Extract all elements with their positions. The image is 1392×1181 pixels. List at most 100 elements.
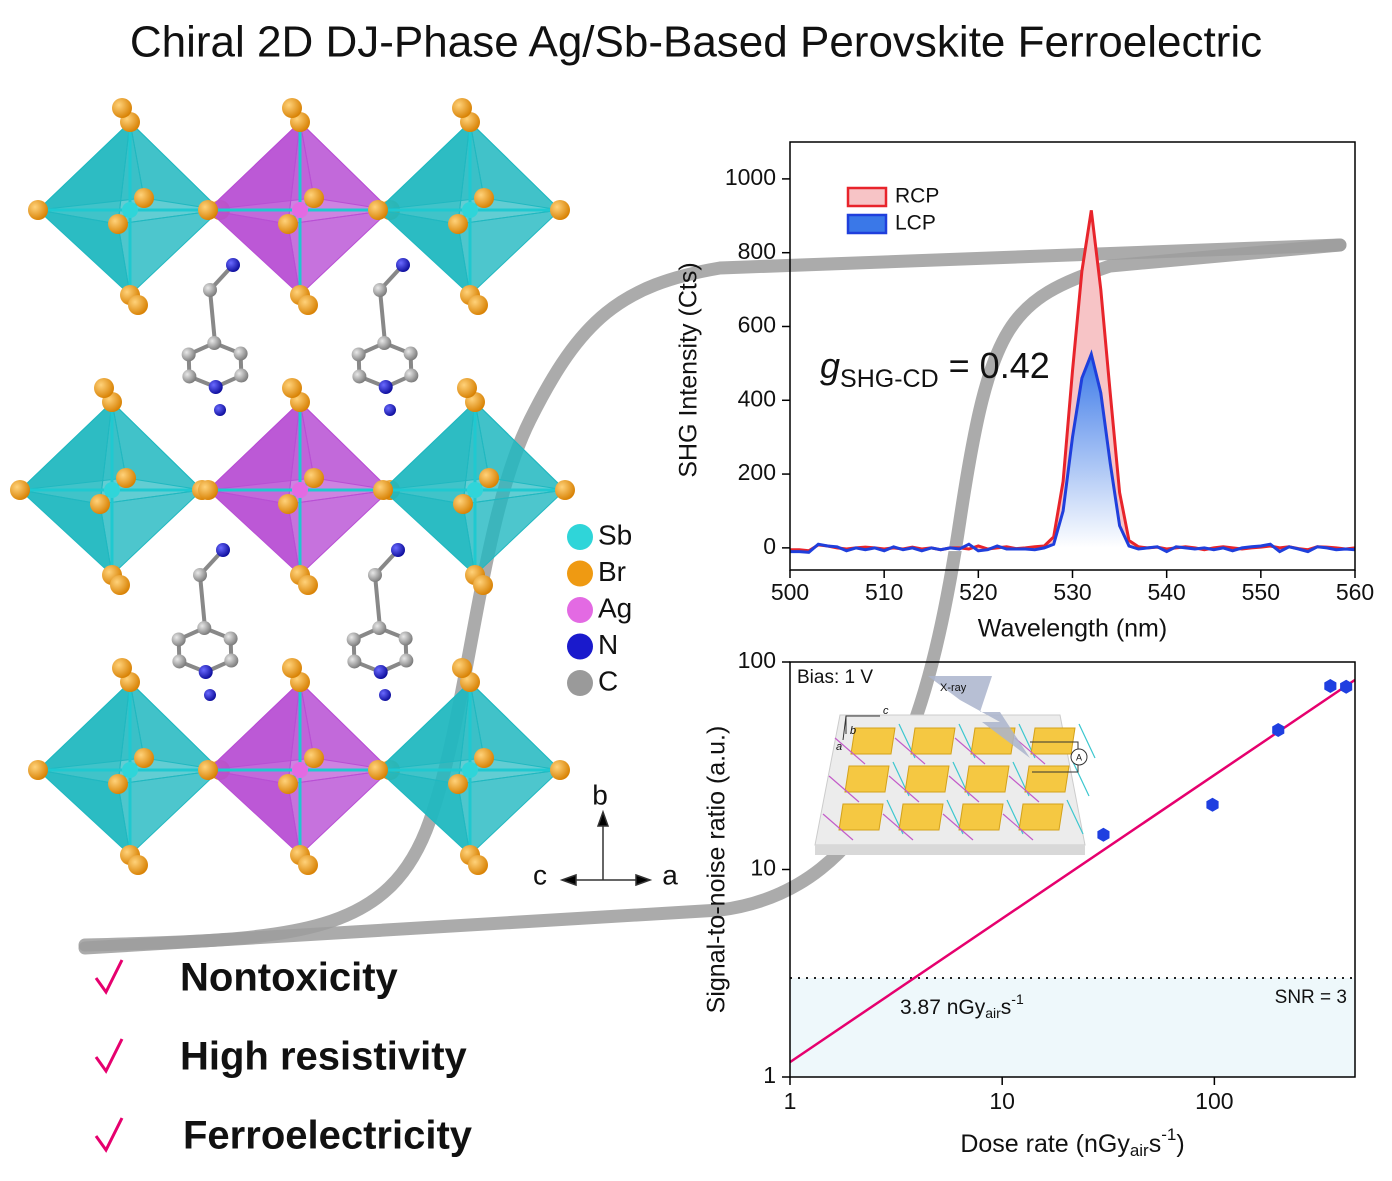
br-atom — [304, 468, 324, 488]
octahedron-face — [36, 680, 145, 771]
annotation-text: = 0.42 — [949, 345, 1050, 386]
x-tick-label: 560 — [1336, 579, 1374, 605]
metal-atom — [467, 482, 483, 498]
bond-line — [834, 737, 866, 765]
atom — [373, 283, 387, 297]
atom — [351, 347, 366, 362]
inset-label: c — [883, 705, 889, 717]
legend-atom — [567, 670, 593, 696]
atom — [399, 653, 414, 668]
br-atom — [108, 214, 128, 234]
legend-atom — [567, 560, 593, 587]
atom — [368, 568, 382, 582]
octahedron-face — [287, 769, 392, 857]
legend-label: C — [598, 665, 618, 696]
x-axis-label: Wavelength (nm) — [978, 615, 1167, 643]
br-atom — [474, 748, 494, 768]
arrow-head — [596, 809, 610, 827]
metal-atom — [122, 202, 138, 218]
octahedron-tile — [958, 803, 1004, 831]
feature-text: High resistivity — [180, 1035, 468, 1079]
br-atom — [453, 494, 473, 514]
octahedron-tile — [1030, 727, 1076, 755]
br-atom — [128, 855, 148, 875]
atom — [404, 368, 419, 383]
axis-label: a — [662, 859, 678, 890]
bond-line — [828, 775, 860, 803]
octahedron-face — [376, 120, 485, 211]
atom — [226, 258, 240, 272]
y-tick-label: 400 — [738, 385, 776, 411]
feature-text: Ferroelectricity — [183, 1114, 473, 1158]
data-point — [1097, 827, 1110, 842]
x-label-sup: -1 — [1161, 1125, 1176, 1144]
octahedron-tile — [964, 765, 1010, 793]
metal-atom — [292, 482, 308, 498]
octahedron-face — [117, 769, 222, 857]
x-label-text: Dose rate (nGy — [960, 1130, 1130, 1158]
octahedron-face — [287, 209, 392, 297]
atom — [234, 368, 249, 383]
br-atom — [198, 200, 218, 220]
bond-line — [942, 813, 974, 841]
atom — [203, 283, 217, 297]
br-atom — [278, 494, 298, 514]
octahedron-tile — [1024, 765, 1070, 793]
background-art — [78, 238, 1347, 955]
x-tick-label: 540 — [1147, 579, 1185, 605]
bond-line — [822, 813, 854, 841]
atom — [208, 379, 223, 394]
br-atom — [304, 188, 324, 208]
bond — [378, 289, 387, 344]
bond — [198, 574, 207, 629]
y-axis-label: SHG Intensity (Cts) — [675, 262, 703, 477]
br-atom — [134, 748, 154, 768]
atom — [214, 404, 226, 416]
bond-line — [1008, 775, 1040, 803]
inset-label: b — [850, 725, 856, 737]
br-atom — [112, 658, 132, 678]
br-atom — [278, 214, 298, 234]
annotation: gSHG-CD = 0.42 — [820, 345, 1050, 393]
br-atom — [112, 98, 132, 118]
br-atom — [468, 295, 488, 315]
br-atom — [282, 378, 302, 398]
octahedron-face — [206, 680, 315, 771]
br-atom — [474, 188, 494, 208]
octahedron-face — [287, 489, 392, 577]
atom — [379, 689, 391, 701]
metal-atom — [292, 202, 308, 218]
atom — [193, 568, 207, 582]
atom — [372, 621, 387, 636]
atom — [391, 543, 405, 557]
x-tick-label: 10 — [989, 1088, 1015, 1114]
atom — [403, 346, 418, 361]
page-title: Chiral 2D DJ-Phase Ag/Sb-Based Perovskit… — [130, 18, 1262, 67]
octahedron-face — [376, 680, 485, 771]
br-atom — [550, 760, 570, 780]
bond — [373, 574, 382, 629]
br-atom — [198, 760, 218, 780]
detection-limit-mid: s — [1001, 996, 1012, 1019]
octahedron-tile — [844, 765, 890, 793]
bond-line — [888, 775, 920, 803]
arrow-head — [635, 873, 653, 887]
bond-line — [1002, 813, 1034, 841]
br-atom — [473, 575, 493, 595]
feature-list: Nontoxicity High resistivity Ferroelectric… — [94, 956, 473, 1158]
x-tick-label: 1 — [784, 1088, 797, 1114]
br-atom — [373, 480, 393, 500]
atom — [378, 379, 393, 394]
br-atom — [448, 774, 468, 794]
octahedron-tile — [850, 727, 896, 755]
octahedron-tile — [904, 765, 950, 793]
hysteresis-curve — [78, 238, 1347, 955]
x-axis-label: Dose rate (nGyairs-1) — [960, 1125, 1184, 1160]
check-mark — [94, 1038, 124, 1074]
atom — [216, 543, 230, 557]
octahedron-face — [18, 400, 127, 491]
atom — [398, 631, 413, 646]
legend-swatch — [846, 213, 888, 235]
